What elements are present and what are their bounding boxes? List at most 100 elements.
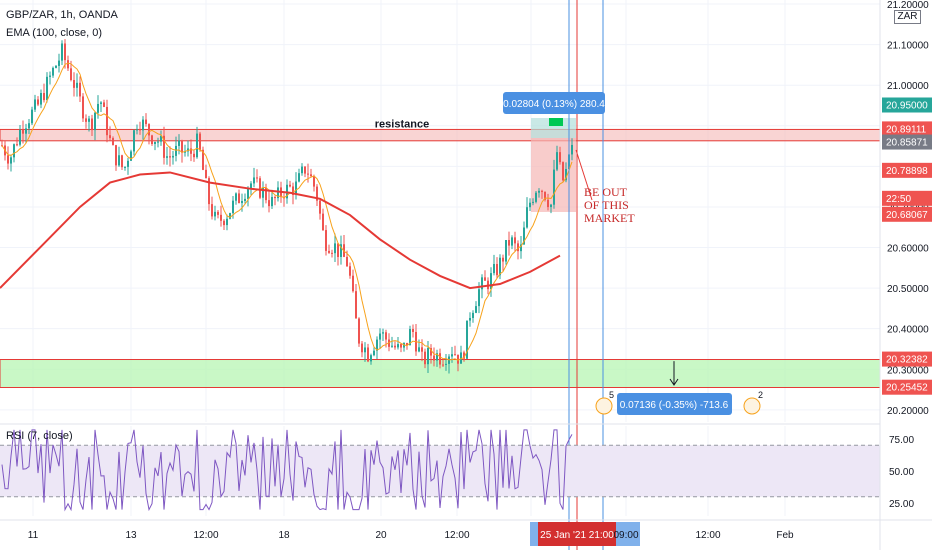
candle-body [193, 153, 195, 158]
symbol-legend[interactable]: GBP/ZAR, 1h, OANDA [6, 9, 118, 21]
candle-body [322, 213, 324, 231]
candle-body [190, 148, 192, 154]
candle-body [262, 187, 264, 198]
candle-body [565, 168, 567, 181]
candle-body [130, 151, 132, 161]
price-tick: 20.30000 [887, 365, 929, 376]
candle-body [337, 243, 339, 257]
candle-body [208, 178, 210, 205]
rsi-legend[interactable]: RSI (7, close) [6, 430, 73, 442]
candle-body [97, 103, 99, 113]
candle-body [43, 93, 45, 101]
price-label: 20.32382 [886, 355, 928, 366]
candle-body [502, 257, 504, 262]
price-tick: 20.20000 [887, 406, 929, 417]
candle-body [154, 141, 156, 144]
candle-body [445, 363, 447, 365]
price-label: 20.89111 [886, 124, 927, 135]
candle-body [232, 200, 234, 214]
candle-body [169, 156, 171, 158]
candle-body [361, 343, 363, 353]
candle-body [355, 291, 357, 319]
candle-body [175, 145, 177, 156]
time-tick: 20 [375, 530, 387, 541]
candle-body [427, 348, 429, 365]
candle-body [484, 277, 486, 281]
candle-body [13, 144, 15, 158]
candle-body [136, 129, 138, 131]
candle-body [226, 218, 228, 226]
candle-body [424, 351, 426, 365]
candle-body [121, 155, 123, 168]
candle-body [349, 266, 351, 276]
time-tick: 12:00 [193, 530, 218, 541]
time-cursor-label: 25 Jan '21 21:00 [540, 530, 614, 541]
candle-body [418, 347, 420, 352]
candle-body [28, 123, 30, 129]
price-label-box [882, 134, 932, 150]
candle-body [214, 211, 216, 217]
price-label-box [882, 206, 932, 222]
price-tick: 21.10000 [887, 41, 929, 52]
candle-body [157, 141, 159, 143]
rsi-pane[interactable] [0, 423, 880, 516]
candle-body [163, 135, 165, 158]
candle-body [520, 244, 522, 252]
candle-body [229, 213, 231, 219]
candle-body [376, 339, 378, 351]
candle-body [100, 102, 102, 104]
candle-body [82, 96, 84, 119]
time-tick: 18 [278, 530, 290, 541]
candle-body [205, 169, 207, 179]
candle-body [304, 166, 306, 174]
candle-body [295, 181, 297, 195]
candle-body [118, 155, 120, 166]
candle-body [73, 80, 75, 88]
candle-body [538, 190, 540, 193]
price-label: 20.78898 [886, 166, 928, 177]
candle-body [25, 128, 27, 134]
candle-body [556, 152, 558, 170]
short-measure-box [617, 393, 732, 415]
event-count-b: 2 [758, 390, 763, 400]
candle-body [475, 306, 477, 313]
candle-body [178, 140, 180, 146]
candle-body [325, 230, 327, 251]
candle-body [76, 82, 78, 88]
candle-body [139, 129, 141, 131]
candle-body [523, 227, 525, 245]
candle-body [34, 99, 36, 110]
candle-body [22, 129, 24, 134]
candle-body [250, 183, 252, 189]
ema-line [0, 171, 561, 290]
candle-body [124, 166, 126, 168]
ema-legend[interactable]: EMA (100, close, 0) [6, 27, 102, 39]
price-label-box [882, 97, 932, 113]
candle-body [562, 162, 564, 181]
candle-body [16, 144, 18, 146]
candle-body [478, 289, 480, 307]
candle-body [499, 257, 501, 276]
rsi-tick: 50.00 [889, 467, 914, 478]
candle-body [259, 178, 261, 198]
candle-body [379, 333, 381, 340]
candle-body [10, 157, 12, 164]
candle-body [88, 118, 90, 122]
candle-body [469, 317, 471, 321]
currency-badge[interactable]: ZAR [894, 10, 921, 24]
candle-body [31, 109, 33, 124]
candle-body [364, 347, 366, 353]
long-measure-box [503, 92, 605, 114]
candle-body [94, 112, 96, 131]
candle-body [253, 177, 255, 184]
candle-body [265, 187, 267, 201]
candle-body [145, 119, 147, 125]
candle-body [151, 135, 153, 144]
candle-body [352, 275, 354, 292]
price-label-box [882, 379, 932, 395]
flag-icon [549, 118, 563, 126]
candle-body [391, 345, 393, 347]
candle-body [541, 190, 543, 192]
price-pane[interactable]: resistance 0.02804 (0.13%) 280.4 0.07136 (… [0, 0, 881, 550]
